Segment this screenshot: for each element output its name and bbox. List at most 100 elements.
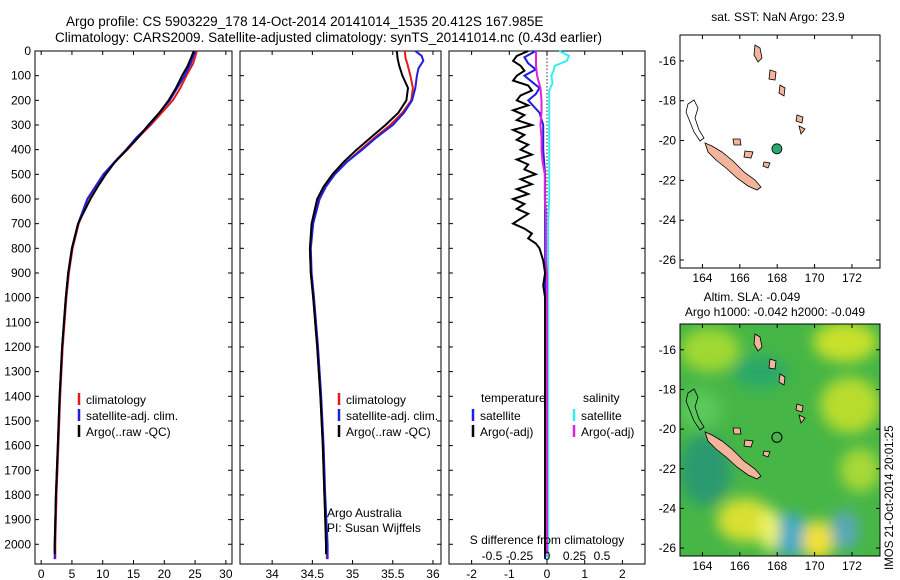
depth-tick-label: 1500 <box>4 414 31 428</box>
series-line-argo-raw-qc- <box>53 50 195 555</box>
salinity-diff-tick-label: -0.5 <box>482 549 503 563</box>
sla_map-xtick-label: 172 <box>842 559 862 573</box>
depth-tick-label: 1200 <box>4 340 31 354</box>
sst_map-xtick-label: 170 <box>805 271 825 285</box>
title-line-2: Climatology: CARS2009. Satellite-adjuste… <box>55 30 602 45</box>
salinity-diff-tick-label: 0 <box>544 549 551 563</box>
temperature-legend-label: climatology <box>86 393 146 407</box>
temperature-xtick-label: 15 <box>127 567 141 580</box>
loyalty-island-2 <box>743 150 754 159</box>
sla-vanuatu-island-1 <box>753 333 763 352</box>
temperature-panel: 0 5 10 15 20 25 300100200300400500600700800900… <box>4 44 233 580</box>
sla_map-xtick-label: 164 <box>692 559 712 573</box>
depth-tick-label: 2000 <box>4 537 31 551</box>
sla-vanuatu-island-2 <box>768 358 777 370</box>
sst-map-title: sat. SST: NaN Argo: 23.9 <box>711 10 845 24</box>
temperature-xtick-label: 20 <box>158 567 172 580</box>
sla_map-ytick-label: -24 <box>659 501 677 515</box>
sla_map-ytick-label: -20 <box>659 422 677 436</box>
sst-map-coastline <box>685 44 806 191</box>
differences-xtick-label: 1 <box>581 567 588 580</box>
diff-legend-title-salinity: salinity <box>583 391 620 405</box>
depth-tick-label: 800 <box>11 241 31 255</box>
depth-tick-label: 200 <box>11 93 31 107</box>
sst_map-xtick-label: 166 <box>730 271 750 285</box>
sla-map-panel: Altim. SLA: -0.049 Argo h1000: -0.042 h2… <box>659 290 881 573</box>
salinity-xtick-label: 35.5 <box>381 567 405 580</box>
sla-vanuatu-island-4 <box>795 403 804 413</box>
sla_map-ytick-label: -18 <box>659 382 677 396</box>
series-line-argo-raw-qc- <box>308 50 410 555</box>
series-line-s-argo-adj- <box>535 51 548 555</box>
sst_map-ytick-label: -20 <box>659 134 677 148</box>
depth-tick-label: 600 <box>11 192 31 206</box>
differences-xtick-label: 0 <box>544 567 551 580</box>
sla_map-xtick-label: 168 <box>767 559 787 573</box>
temperature-plot-frame <box>34 50 233 565</box>
depth-tick-label: 400 <box>11 143 31 157</box>
salinity-panel: 3434.53535.536salinityclimatologysatelli… <box>239 50 442 580</box>
diff-salinity-legend-label: Argo(-adj) <box>581 425 634 439</box>
series-line-s-satellite <box>547 50 571 560</box>
diff-temperature-legend-label: Argo(-adj) <box>480 425 533 439</box>
depth-tick-label: 1700 <box>4 463 31 477</box>
new-caledonia-island <box>704 142 762 191</box>
temperature-xtick-label: 10 <box>96 567 110 580</box>
vanuatu-island-1 <box>753 44 763 63</box>
temperature-xtick-label: 30 <box>219 567 233 580</box>
sla-map-title-1: Altim. SLA: -0.049 <box>704 290 801 304</box>
sst_map-xtick-label: 164 <box>692 271 712 285</box>
salinity-diff-tick-label: 0.25 <box>563 549 587 563</box>
sla-map-title-2: Argo h1000: -0.042 h2000: -0.049 <box>685 305 865 319</box>
loyalty-island-3 <box>762 161 771 169</box>
depth-tick-label: 700 <box>11 217 31 231</box>
depth-tick-label: 900 <box>11 266 31 280</box>
series-line-t-argo-adj- <box>510 50 547 555</box>
depth-tick-label: 0 <box>24 44 31 58</box>
temperature-xtick-label: 0 <box>38 567 45 580</box>
annotation-program: Argo Australia <box>327 506 402 520</box>
salinity-plot-frame <box>239 50 442 565</box>
loyalty-island-1 <box>732 138 742 146</box>
depth-tick-label: 300 <box>11 118 31 132</box>
sla-loyalty-island-2 <box>743 439 754 448</box>
sla-map-coastline <box>685 333 806 480</box>
diff-salinity-legend-label: satellite <box>581 409 622 423</box>
sla_map-xtick-label: 166 <box>730 559 750 573</box>
temperature-legend-label: Argo(..raw -QC) <box>86 425 171 439</box>
salinity-legend-label: satellite-adj. clim. <box>346 409 438 423</box>
vanuatu-island-5 <box>798 125 806 135</box>
salinity-diff-axis-label: S difference from climatology <box>470 533 625 547</box>
depth-tick-label: 1300 <box>4 365 31 379</box>
sst_map-xtick-label: 168 <box>767 271 787 285</box>
footer-timestamp: IMOS 21-Oct-2014 20:01:25 <box>884 426 896 570</box>
sla-loyalty-island-3 <box>762 450 771 458</box>
temperature-xtick-label: 5 <box>69 567 76 580</box>
vanuatu-island-4 <box>795 114 804 124</box>
sst_map-ytick-label: -26 <box>659 253 677 267</box>
depth-tick-label: 100 <box>11 69 31 83</box>
sst-map-panel: sat. SST: NaN Argo: 23.9 164 166 168 170 172… <box>659 10 881 285</box>
sla-vanuatu-island-3 <box>778 373 786 386</box>
sla-map-frame <box>679 323 881 557</box>
salinity-xtick-label: 34 <box>265 567 279 580</box>
sla-float-position-marker <box>771 431 783 443</box>
diff-legend-title-temperature: temperature <box>481 391 546 405</box>
annotation-pi: PI: Susan Wijffels <box>327 521 421 535</box>
sla-northern-reef-outline <box>685 388 705 431</box>
temperature-xtick-label: 25 <box>188 567 202 580</box>
sst_map-ytick-label: -24 <box>659 213 677 227</box>
depth-tick-label: 500 <box>11 167 31 181</box>
sla_map-ytick-label: -22 <box>659 462 677 476</box>
sst_map-ytick-label: -16 <box>659 54 677 68</box>
sla_map-ytick-label: -26 <box>659 541 677 555</box>
sla_map-ytick-label: -16 <box>659 343 677 357</box>
sla-loyalty-island-1 <box>732 427 742 435</box>
differences-xtick-label: -1 <box>504 567 515 580</box>
salinity-legend-label: Argo(..raw -QC) <box>346 425 431 439</box>
depth-tick-label: 1600 <box>4 439 31 453</box>
differences-xtick-label: -2 <box>466 567 477 580</box>
salinity-xtick-label: 34.5 <box>301 567 325 580</box>
depth-tick-label: 1000 <box>4 291 31 305</box>
